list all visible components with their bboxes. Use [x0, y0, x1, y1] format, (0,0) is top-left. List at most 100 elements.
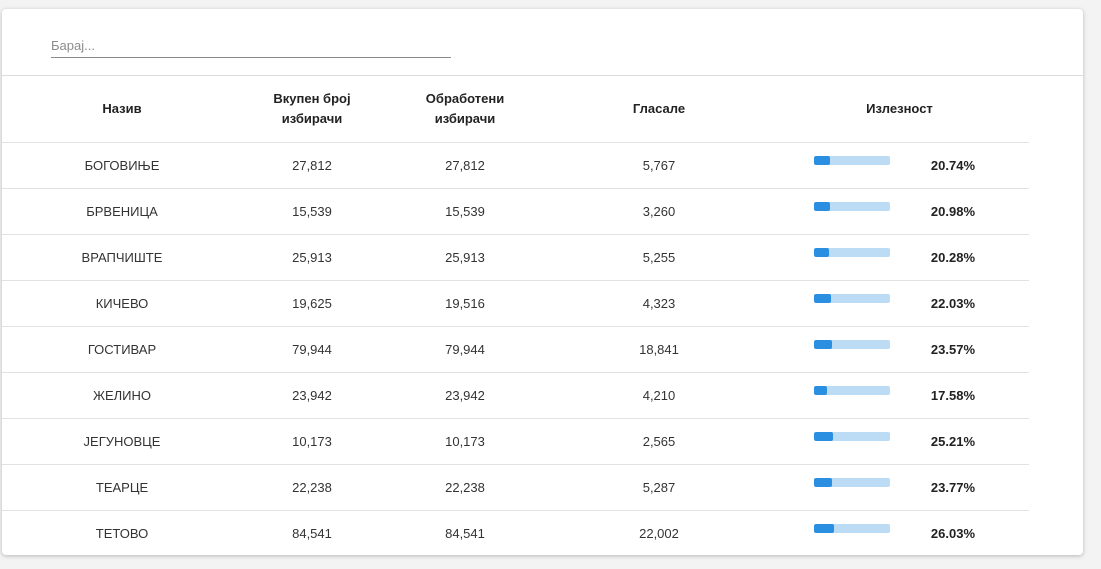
municipality-link[interactable]: БРВЕНИЦА: [2, 188, 242, 235]
turnout-progress-fill: [814, 478, 833, 487]
table-row: ВРАПЧИШТЕ 25,913 25,913 5,255 20.28%: [2, 234, 1029, 281]
voted-cell: 4,210: [548, 372, 770, 419]
municipality-link[interactable]: ВРАПЧИШТЕ: [2, 234, 242, 281]
column-header-processed-voters-line2: избирачи: [434, 111, 496, 126]
turnout-progress-fill: [814, 202, 830, 211]
table-row: ЈЕГУНОВЦЕ 10,173 10,173 2,565 25.21%: [2, 418, 1029, 465]
total-voters-cell: 19,625: [242, 280, 382, 327]
results-card: Назив Вкупен број избирачи Обработени из…: [2, 9, 1083, 555]
processed-voters-cell: 23,942: [382, 372, 548, 419]
turnout-percent: 20.74%: [930, 158, 975, 173]
turnout-percent: 23.77%: [930, 480, 975, 495]
municipality-link[interactable]: ТЕАРЦЕ: [2, 464, 242, 511]
voted-cell: 5,255: [548, 234, 770, 281]
turnout-progress-bar: [814, 386, 890, 395]
municipality-link[interactable]: ГОСТИВАР: [2, 326, 242, 373]
total-voters-cell: 10,173: [242, 418, 382, 465]
turnout-progress-fill: [814, 524, 834, 533]
turnout-progress-fill: [814, 340, 832, 349]
table-row: КИЧЕВО 19,625 19,516 4,323 22.03%: [2, 280, 1029, 327]
turnout-cell: 17.58%: [770, 372, 1029, 419]
column-header-processed-voters[interactable]: Обработени избирачи: [382, 76, 548, 143]
turnout-cell: 23.57%: [770, 326, 1029, 373]
column-header-turnout[interactable]: Излезност: [770, 76, 1029, 143]
turnout-percent: 20.98%: [930, 204, 975, 219]
column-header-name-label: Назив: [102, 101, 142, 116]
turnout-wrap: 20.98%: [770, 189, 1029, 234]
turnout-cell: 22.03%: [770, 280, 1029, 327]
table-body: БОГОВИЊЕ 27,812 27,812 5,767 20.74% БРВЕНИЦА 1…: [2, 142, 1029, 555]
turnout-progress-bar: [814, 202, 890, 211]
processed-voters-cell: 25,913: [382, 234, 548, 281]
turnout-wrap: 26.03%: [770, 511, 1029, 555]
table-header-row: Назив Вкупен број избирачи Обработени из…: [2, 76, 1029, 143]
voted-cell: 18,841: [548, 326, 770, 373]
voted-cell: 5,767: [548, 142, 770, 189]
processed-voters-cell: 19,516: [382, 280, 548, 327]
voted-cell: 4,323: [548, 280, 770, 327]
table-row: ГОСТИВАР 79,944 79,944 18,841 23.57%: [2, 326, 1029, 373]
turnout-wrap: 23.57%: [770, 327, 1029, 372]
table-row: БОГОВИЊЕ 27,812 27,812 5,767 20.74%: [2, 142, 1029, 189]
turnout-cell: 20.28%: [770, 234, 1029, 281]
municipality-link[interactable]: БОГОВИЊЕ: [2, 142, 242, 189]
turnout-wrap: 23.77%: [770, 465, 1029, 510]
turnout-percent: 25.21%: [930, 434, 975, 449]
voted-cell: 5,287: [548, 464, 770, 511]
processed-voters-cell: 27,812: [382, 142, 548, 189]
column-header-voted[interactable]: Гласале: [548, 76, 770, 143]
column-header-voted-label: Гласале: [632, 101, 686, 116]
total-voters-cell: 25,913: [242, 234, 382, 281]
search-field[interactable]: [51, 35, 451, 58]
municipality-link[interactable]: КИЧЕВО: [2, 280, 242, 327]
header-divider: [2, 75, 1083, 76]
processed-voters-cell: 84,541: [382, 510, 548, 555]
table-row: ТЕАРЦЕ 22,238 22,238 5,287 23.77%: [2, 464, 1029, 511]
turnout-progress-bar: [814, 156, 890, 165]
turnout-wrap: 17.58%: [770, 373, 1029, 418]
table-row: БРВЕНИЦА 15,539 15,539 3,260 20.98%: [2, 188, 1029, 235]
turnout-progress-bar: [814, 248, 890, 257]
turnout-wrap: 25.21%: [770, 419, 1029, 464]
turnout-wrap: 20.28%: [770, 235, 1029, 280]
results-table: Назив Вкупен број избирачи Обработени из…: [2, 76, 1029, 555]
voted-cell: 22,002: [548, 510, 770, 555]
column-header-total-voters[interactable]: Вкупен број избирачи: [242, 76, 382, 143]
processed-voters-cell: 15,539: [382, 188, 548, 235]
turnout-progress-bar: [814, 478, 890, 487]
column-header-name[interactable]: Назив: [2, 76, 242, 143]
turnout-wrap: 22.03%: [770, 281, 1029, 326]
turnout-cell: 25.21%: [770, 418, 1029, 465]
turnout-progress-bar: [814, 524, 890, 533]
table-row: ЖЕЛИНО 23,942 23,942 4,210 17.58%: [2, 372, 1029, 419]
voted-cell: 3,260: [548, 188, 770, 235]
column-header-processed-voters-line1: Обработени: [425, 91, 505, 106]
turnout-progress-fill: [814, 156, 830, 165]
municipality-link[interactable]: ЖЕЛИНО: [2, 372, 242, 419]
turnout-percent: 26.03%: [930, 526, 975, 541]
municipality-link[interactable]: ЈЕГУНОВЦЕ: [2, 418, 242, 465]
search-input[interactable]: [51, 35, 451, 55]
processed-voters-cell: 10,173: [382, 418, 548, 465]
total-voters-cell: 22,238: [242, 464, 382, 511]
processed-voters-cell: 79,944: [382, 326, 548, 373]
turnout-percent: 20.28%: [930, 250, 975, 265]
processed-voters-cell: 22,238: [382, 464, 548, 511]
column-header-total-voters-line2: избирачи: [281, 111, 343, 126]
turnout-percent: 23.57%: [930, 342, 975, 357]
voted-cell: 2,565: [548, 418, 770, 465]
total-voters-cell: 23,942: [242, 372, 382, 419]
municipality-link[interactable]: ТЕТОВО: [2, 510, 242, 555]
turnout-progress-fill: [814, 294, 831, 303]
turnout-progress-bar: [814, 432, 890, 441]
turnout-percent: 17.58%: [930, 388, 975, 403]
turnout-percent: 22.03%: [930, 296, 975, 311]
turnout-progress-fill: [814, 432, 834, 441]
total-voters-cell: 79,944: [242, 326, 382, 373]
total-voters-cell: 27,812: [242, 142, 382, 189]
total-voters-cell: 15,539: [242, 188, 382, 235]
turnout-cell: 20.74%: [770, 142, 1029, 189]
total-voters-cell: 84,541: [242, 510, 382, 555]
turnout-progress-bar: [814, 294, 890, 303]
column-header-total-voters-line1: Вкупен број: [273, 91, 351, 106]
